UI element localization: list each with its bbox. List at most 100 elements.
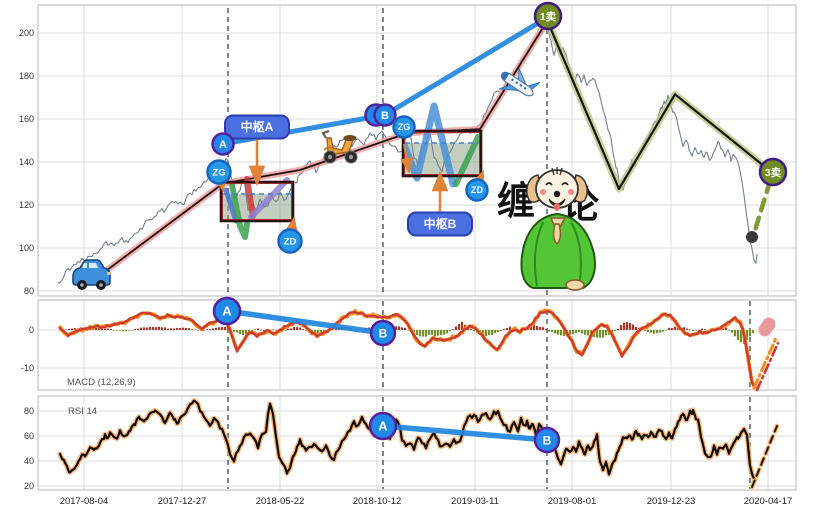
macd-histogram-bar <box>223 326 227 330</box>
macd-histogram-bar <box>580 330 584 334</box>
macd-histogram-bar <box>439 330 443 336</box>
macd-histogram-bar <box>529 326 533 330</box>
macd-histogram-bar <box>544 329 548 330</box>
divergence-connector-line <box>380 423 550 443</box>
macd-histogram-bar <box>454 326 458 330</box>
badge-label-a-rsi: A <box>378 419 388 434</box>
x-axis-date-label: 2019-03-11 <box>451 496 499 507</box>
x-axis-date-label: 2019-12-23 <box>647 496 696 507</box>
panel-border <box>37 4 797 297</box>
x-axis-date-label: 2020-04-17 <box>744 496 793 507</box>
macd-histogram-bar <box>394 326 398 330</box>
macd-histogram-bar <box>298 327 302 330</box>
macd-histogram-bar <box>490 330 494 335</box>
macd-histogram-bar <box>289 328 293 330</box>
macd-histogram-bar <box>319 330 323 334</box>
macd-histogram-bar <box>730 330 734 333</box>
macd-histogram-bar <box>154 327 158 330</box>
macd-histogram-bar <box>403 327 407 330</box>
macd-histogram-bar <box>631 324 635 330</box>
y-tick-label: 180 <box>19 71 34 81</box>
x-axis-date-label: 2019-08-01 <box>548 496 597 507</box>
macd-histogram-bar <box>460 321 464 330</box>
macd-histogram-bar <box>487 330 491 336</box>
badge-a-rsi <box>368 411 398 441</box>
macd-histogram-bar <box>556 330 560 335</box>
macd-histogram-bar <box>562 330 566 337</box>
macd-histogram-bar <box>745 330 749 340</box>
badge-b-main <box>373 103 397 127</box>
macd-histogram-bar <box>301 329 305 330</box>
macd-histogram-bar <box>685 328 689 330</box>
macd-histogram-bar <box>535 325 539 330</box>
macd-histogram-bar <box>586 330 590 336</box>
badge-zg-b <box>392 115 416 139</box>
macd-histogram-bar <box>292 327 296 330</box>
badge-sell-3 <box>758 157 788 187</box>
macd-histogram-bar <box>625 322 629 330</box>
macd-histogram-bar <box>220 327 224 330</box>
macd-histogram-bar <box>418 330 422 337</box>
badge-b-rsi <box>533 426 561 454</box>
macd-histogram-bar <box>133 328 137 330</box>
olive-dashed-projection <box>750 179 773 240</box>
macd-histogram-bar <box>304 330 308 331</box>
macd-histogram-bar <box>214 327 218 330</box>
macd-histogram-bar <box>94 327 98 330</box>
macd-histogram-bar <box>703 329 707 330</box>
macd-histogram-bar <box>550 330 554 332</box>
macd-histogram-bar <box>733 330 737 337</box>
macd-histogram-bar <box>634 326 638 330</box>
macd-histogram-bar <box>691 330 695 331</box>
badge-b-macd <box>369 319 397 347</box>
macd-histogram-bar <box>577 330 581 333</box>
macd-histogram-bar <box>187 328 191 330</box>
badge-label-sell-1: 1卖 <box>540 10 557 23</box>
macd-histogram-bar <box>670 328 674 330</box>
macd-histogram-bar <box>172 328 176 330</box>
macd-histogram-bar <box>397 326 401 330</box>
macd-histogram-bar <box>67 329 71 330</box>
badge-a-macd <box>212 296 242 326</box>
praying-dog-icon <box>520 167 596 291</box>
macd-histogram-bar <box>100 327 104 330</box>
macd-histogram-bar <box>235 330 239 333</box>
small-orange-arrow <box>400 143 413 174</box>
macd-histogram-bar <box>433 330 437 337</box>
macd-histogram-bar <box>628 323 632 330</box>
macd-histogram-bar <box>283 330 287 331</box>
olive-zigzag-glow <box>544 18 775 193</box>
macd-histogram-bar <box>448 330 452 332</box>
macd-histogram-bar <box>499 330 503 332</box>
macd-histogram-bar <box>538 327 542 330</box>
scooter-icon <box>321 130 358 164</box>
pivot-label-box <box>407 211 473 237</box>
y-tick-label: 40 <box>24 456 34 466</box>
macd-histogram-bar <box>193 329 197 331</box>
macd-histogram-bar <box>574 330 578 334</box>
macd-histogram-bar <box>502 329 506 330</box>
macd-histogram-bar <box>286 328 290 330</box>
projection-dashed-line <box>755 341 780 392</box>
macd-histogram-bar <box>127 330 131 331</box>
macd-histogram-bar <box>181 327 185 330</box>
projection-dashed-line <box>751 425 778 488</box>
macd-histogram-bar <box>217 327 221 330</box>
badge-label-b-main: B <box>381 110 389 122</box>
panel-border <box>37 299 797 391</box>
macd-histogram-bar <box>244 330 248 334</box>
macd-histogram-bar <box>160 327 164 330</box>
macd-histogram-bar <box>553 330 557 334</box>
macd-histogram-bar <box>727 329 731 331</box>
macd-histogram-bar <box>70 328 74 330</box>
macd-histogram-bar <box>664 330 668 331</box>
badge-label-b-macd: B <box>379 326 388 340</box>
macd-histogram-bar <box>430 330 434 335</box>
pivot-label-box <box>224 114 290 140</box>
hand-drawn-stroke <box>229 182 250 240</box>
olive-zigzag <box>546 21 773 190</box>
y-tick-label: 80 <box>24 406 34 416</box>
price-low-dot <box>746 231 758 243</box>
x-axis-date-label: 2017-12-27 <box>158 496 207 507</box>
